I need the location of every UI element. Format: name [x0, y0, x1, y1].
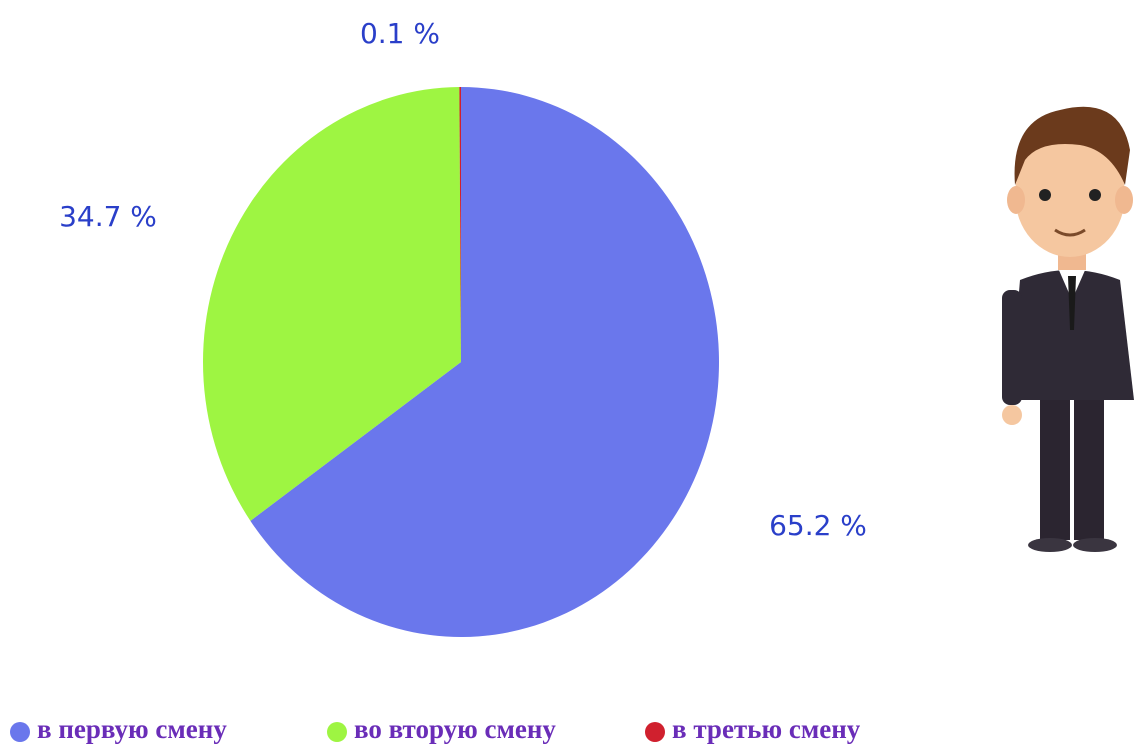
value-label: 0.1 % — [360, 17, 440, 50]
legend-label: в третью смену — [672, 714, 861, 744]
pie-slice — [459, 87, 461, 362]
legend-marker — [10, 722, 30, 742]
pie-slice — [202, 87, 462, 521]
value-label: 65.2 % — [769, 509, 867, 542]
value-label: 34.7 % — [59, 200, 157, 233]
pie-slice — [250, 87, 719, 637]
businessman-illustration — [1002, 106, 1134, 552]
legend-marker — [327, 722, 347, 742]
legend-label: в первую смену — [37, 714, 227, 744]
legend-label: во вторую смену — [354, 714, 556, 744]
legend-marker — [645, 722, 665, 742]
